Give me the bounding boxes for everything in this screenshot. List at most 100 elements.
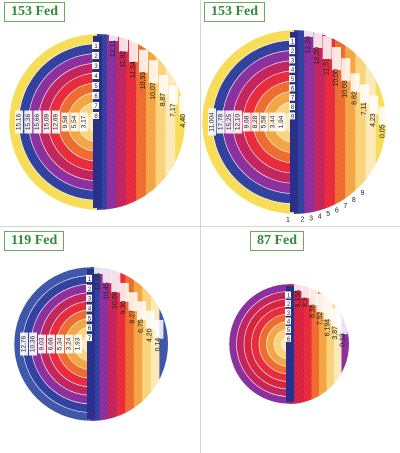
ring-number: 7 <box>88 336 92 342</box>
value-label-bg <box>65 334 73 354</box>
value-label-bg <box>149 60 158 84</box>
value-label-bg <box>225 110 234 134</box>
ring-number: 4 <box>88 307 92 313</box>
value-label-bg <box>33 110 42 134</box>
ring-number-box <box>285 308 291 316</box>
ring-number: 7 <box>94 104 98 110</box>
ring-number: 4 <box>291 68 295 74</box>
bottom-ring-number: 9 <box>360 190 364 197</box>
right-value-label: 0,14 <box>155 338 162 352</box>
ring-number: 2 <box>94 54 98 60</box>
right-value-label: 12,28 <box>305 36 312 54</box>
ring-number: 7 <box>291 96 295 102</box>
value-label-bg <box>61 112 70 132</box>
value-label-bg <box>308 286 318 306</box>
ring-number-box <box>289 103 295 111</box>
right-value-label: 8,87 <box>160 93 167 107</box>
value-label-bg <box>316 293 326 313</box>
ring-diagram-4: 6 5 4 3 2 1 9,156 8,98,387,526,194 3,870,13 <box>228 268 350 405</box>
panel-4: 6 5 4 3 2 1 9,156 8,9 8,38 7,52 6,194 3,87 0,13 87 F… <box>200 227 400 453</box>
left-value-label: 1,93 <box>75 337 82 350</box>
value-label-bg <box>260 112 268 132</box>
left-value-label: 5,54 <box>71 115 78 128</box>
panel-1: 8 7 6 5 4 3 2 1 12,11 11,92 11,54 10,93 10,07 8,87 7,1… <box>0 0 200 226</box>
right-value-label: 12,20 <box>314 47 321 65</box>
value-label-bg <box>111 269 121 293</box>
ring-number-box <box>86 304 92 312</box>
value-label-bg <box>128 292 138 311</box>
left-value-label: 11,004 <box>209 112 216 132</box>
panel-label-2: 153 Fed <box>204 2 266 22</box>
ring-number-box <box>86 294 92 302</box>
value-label-bg <box>301 283 311 299</box>
left-value-label: 12,69 <box>53 113 60 130</box>
right-value-label: 8,38 <box>310 304 317 318</box>
ring-number-box <box>285 334 291 342</box>
value-label-bg <box>268 112 277 132</box>
value-label-bg <box>332 47 341 71</box>
left-value-label: 5,34 <box>57 337 64 350</box>
value-label-bg <box>208 108 216 136</box>
ring-number-box <box>86 334 92 342</box>
value-label-bg <box>145 310 155 330</box>
ring-number-box <box>289 93 295 101</box>
right-value-label: 10,45 <box>103 282 110 300</box>
right-value-label: 4,20 <box>147 328 154 342</box>
panel-label-3: 119 Fed <box>4 231 65 251</box>
left-value-label: 10,36 <box>30 335 37 352</box>
right-value-label: 10,66 <box>95 273 102 291</box>
center-bar <box>87 269 95 419</box>
ring-number: 8 <box>291 105 295 111</box>
left-value-label: 8,28 <box>252 115 259 128</box>
ring-number-box <box>92 92 99 99</box>
ring-number: 2 <box>291 49 295 55</box>
left-value-label: 12,76 <box>21 335 28 352</box>
value-label-bg <box>169 85 178 105</box>
right-value-label: 11,92 <box>120 50 127 67</box>
right-value-label: 7,11 <box>361 102 368 115</box>
ring-number: 5 <box>291 77 295 83</box>
value-label-bg <box>338 315 348 335</box>
right-value-label: 8,9 <box>302 297 309 307</box>
panel-label-4: 87 Fed <box>250 231 305 251</box>
ring-number-box <box>86 284 92 292</box>
bottom-ring-number: 7 <box>343 203 347 210</box>
value-label-bg <box>251 112 260 132</box>
right-value-label: 9,156 <box>295 290 302 308</box>
ring-number-box <box>92 102 99 109</box>
ring-number: 6 <box>88 326 92 332</box>
ring-number: 5 <box>88 316 92 322</box>
value-label-bg <box>38 334 46 354</box>
left-value-label: 3,17 <box>81 115 88 128</box>
left-value-label: 5,58 <box>261 115 268 128</box>
left-value-label: 1,94 <box>278 115 285 128</box>
right-value-label: 10,07 <box>150 82 157 100</box>
value-label-bg <box>94 251 103 274</box>
bottom-ring-number: 6 <box>335 207 339 214</box>
right-value-label: 10,93 <box>140 72 147 90</box>
ring-number: 9 <box>291 114 295 120</box>
value-label-bg <box>154 319 164 339</box>
ring-number: 1 <box>291 40 295 46</box>
value-label-bg <box>109 18 118 41</box>
left-value-label: 15,25 <box>226 113 233 130</box>
bottom-ring-number: 1 <box>286 217 290 224</box>
bottom-ring-number: 4 <box>318 214 322 221</box>
value-label-bg <box>47 334 55 354</box>
right-value-label: 10,00 <box>333 69 340 87</box>
left-value-label: 15,66 <box>34 113 41 130</box>
ring-number: 3 <box>94 64 98 70</box>
value-label-bg <box>20 332 28 356</box>
right-value-label: 8,27 <box>129 310 136 324</box>
ring-number: 5 <box>287 328 291 334</box>
ring-number-box <box>289 65 295 73</box>
left-value-label: 9,03 <box>39 337 46 350</box>
panel-2: 9 8 7 6 5 4 3 2 1 12,28 12,20 11,51 10,00 10,03 8,82 7,… <box>200 0 400 226</box>
value-label-bg <box>242 112 251 132</box>
ring-number-box <box>92 62 99 69</box>
value-label-bg <box>70 112 79 132</box>
value-label-bg <box>42 110 51 134</box>
panel-label-1: 153 Fed <box>4 2 66 22</box>
